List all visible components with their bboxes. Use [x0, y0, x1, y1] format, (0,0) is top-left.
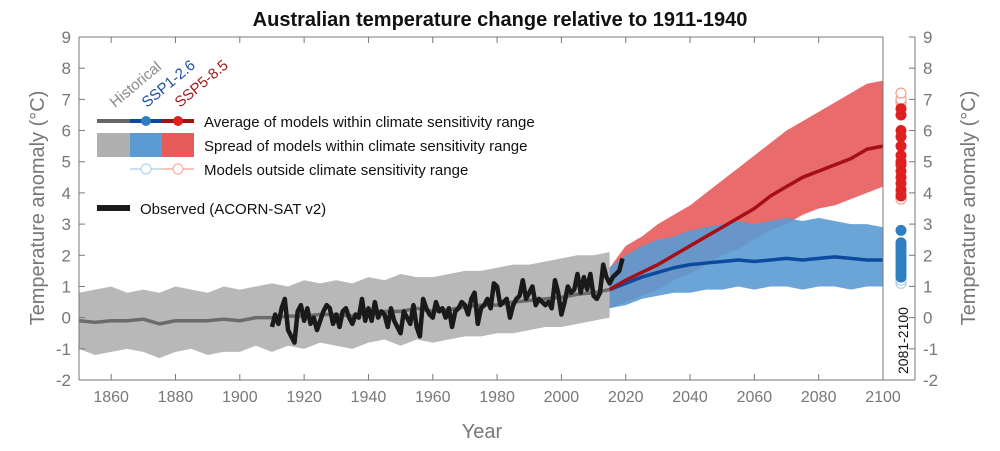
y-tick-label: 9: [62, 28, 71, 47]
x-tick-label: 1900: [222, 389, 258, 406]
ssp585-period-dot: [895, 149, 907, 161]
x-axis-label: Year: [462, 421, 503, 443]
y-tick-label: 3: [62, 215, 71, 234]
ssp585-mean-line: [608, 144, 884, 292]
ssp585-period-dot: [895, 125, 907, 137]
plot-area: 1860 1880 1900 1920 1940 1960 1980 2000 2020 2040…: [56, 28, 938, 406]
period-label: 2081-2100: [895, 307, 911, 374]
ssp585-outside-period-dot: [895, 87, 907, 99]
legend-spread-ssp126: [130, 133, 162, 157]
ssp126-period-dot: [895, 237, 907, 249]
x-tick-label: 1920: [286, 389, 322, 406]
x-tick-label: 1940: [351, 389, 387, 406]
y-tick-label: -1: [56, 340, 71, 359]
y-axis-label-left: Temperature anomaly (°C): [27, 91, 49, 326]
chart-title: Australian temperature change relative t…: [253, 9, 748, 31]
legend-outside-ssp585-marker: [172, 163, 184, 175]
y-tick-label: 8: [62, 59, 71, 78]
historical-mean-line: [78, 287, 610, 326]
ssp126-mean-line: [609, 255, 883, 292]
legend-spread-ssp585: [162, 133, 194, 157]
legend-outside-text: Models outside climate sensitivity range: [204, 162, 468, 179]
y-axis-label-right: Temperature anomaly (°C): [958, 91, 980, 326]
x-tick-label: 2040: [672, 389, 708, 406]
y-tick-label-right: 3: [923, 215, 932, 234]
legend-average-ssp126-marker: [141, 116, 151, 126]
y-tick-label-right: 2: [923, 246, 932, 265]
x-tick-label: 1880: [158, 389, 194, 406]
y-tick-label: 4: [62, 184, 71, 203]
ssp126-period-dot: [895, 224, 907, 236]
x-tick-label: 2000: [544, 389, 580, 406]
x-tick-label: 1860: [93, 389, 129, 406]
legend: Historical SSP1-2.6 SSP5-8.5 Average of …: [97, 57, 535, 218]
legend-average-text: Average of models within climate sensiti…: [204, 114, 535, 131]
ssp585-period-dot: [895, 140, 907, 152]
x-tick-label: 1960: [415, 389, 451, 406]
y-tick-label-right: -2: [923, 371, 938, 390]
y-tick-label: 0: [62, 309, 71, 328]
y-tick-label-right: 6: [923, 122, 932, 141]
y-tick-label-right: 9: [923, 28, 932, 47]
y-tick-label: -2: [56, 371, 71, 390]
x-tick-label: 2100: [865, 389, 901, 406]
legend-average-ssp585-marker: [173, 116, 183, 126]
y-tick-label: 2: [62, 246, 71, 265]
y-tick-label: 7: [62, 90, 71, 109]
x-tick-label: 2020: [608, 389, 644, 406]
x-tick-label: 2080: [801, 389, 837, 406]
legend-observed-text: Observed (ACORN-SAT v2): [140, 201, 326, 218]
y-tick-label: 6: [62, 122, 71, 141]
legend-spread-text: Spread of models within climate sensitiv…: [204, 138, 527, 155]
ssp585-period-dot: [895, 103, 907, 115]
y-tick-label-right: -1: [923, 340, 938, 359]
y-tick-label: 1: [62, 277, 71, 296]
ssp126-spread-band: [609, 217, 883, 309]
y-tick-label-right: 8: [923, 59, 932, 78]
y-tick-label-right: 1: [923, 277, 932, 296]
historical-spread-band: [79, 252, 610, 359]
observed-line: [269, 257, 625, 345]
legend-outside-ssp126-marker: [140, 163, 152, 175]
y-tick-label-right: 0: [923, 309, 932, 328]
legend-spread-historical: [97, 133, 130, 157]
y-tick-label-right: 4: [923, 184, 932, 203]
y-tick-label-right: 7: [923, 90, 932, 109]
y-tick-label-right: 5: [923, 153, 932, 172]
y-tick-label: 5: [62, 153, 71, 172]
x-tick-label: 1980: [479, 389, 515, 406]
x-tick-label: 2060: [737, 389, 773, 406]
